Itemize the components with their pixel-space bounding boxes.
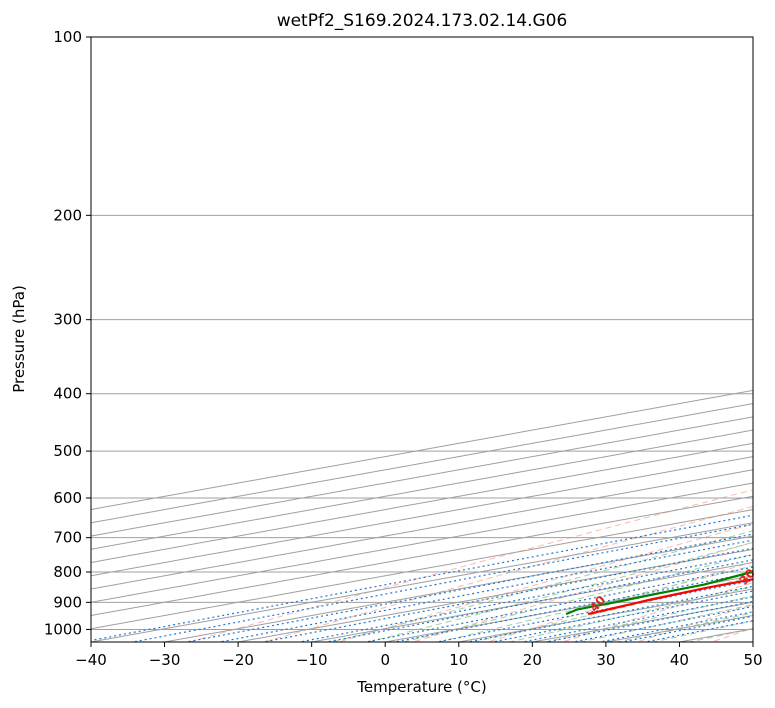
axes: −40 −30 −20 −10 0 10 20 30 40 50 100 200 300 400 500 60… <box>44 28 763 669</box>
isotherm-line <box>91 389 753 511</box>
y-tick-label: 1000 <box>44 620 82 638</box>
x-tick-label: −30 <box>149 651 181 669</box>
y-tick-label: 400 <box>53 385 82 403</box>
x-tick-label: −10 <box>296 651 328 669</box>
y-tick-label: 800 <box>53 563 82 581</box>
isotherm-line <box>91 469 753 590</box>
x-tick-label: 0 <box>380 651 390 669</box>
isotherm-line <box>91 429 753 550</box>
y-tick-label: 300 <box>53 311 82 329</box>
x-tick-label: −40 <box>75 651 107 669</box>
mixing-ratio-line <box>296 554 753 642</box>
x-tick-label: −20 <box>222 651 254 669</box>
x-axis-label: Temperature (°C) <box>356 678 486 696</box>
y-tick-label: 600 <box>53 489 82 507</box>
x-tick-label: 50 <box>743 651 762 669</box>
y-tick-label: 500 <box>53 442 82 460</box>
mixing-ratio-line <box>323 559 753 642</box>
isotherm-line <box>91 442 753 564</box>
mixing-ratio-line <box>260 547 753 642</box>
background-lines <box>91 37 753 642</box>
y-tick-label: 200 <box>53 206 82 224</box>
y-tick-label: 900 <box>53 593 82 611</box>
x-tick-label: 40 <box>670 651 689 669</box>
y-tick-label: 100 <box>53 28 82 46</box>
isotherm-line <box>91 482 753 603</box>
isotherm-line <box>91 416 753 537</box>
x-tick-label: 30 <box>596 651 615 669</box>
chart-title: wetPf2_S169.2024.173.02.14.G06 <box>277 11 568 31</box>
y-axis-label: Pressure (hPa) <box>10 285 28 393</box>
mixing-ratio-line <box>216 539 753 642</box>
x-tick-label: 10 <box>449 651 468 669</box>
mixing-ratio-line <box>183 533 753 642</box>
plot-frame <box>90 36 754 643</box>
x-tick-label: 20 <box>523 651 542 669</box>
isotherm-line <box>91 403 753 524</box>
y-tick-label: 700 <box>53 529 82 547</box>
isotherm-line <box>91 456 753 577</box>
